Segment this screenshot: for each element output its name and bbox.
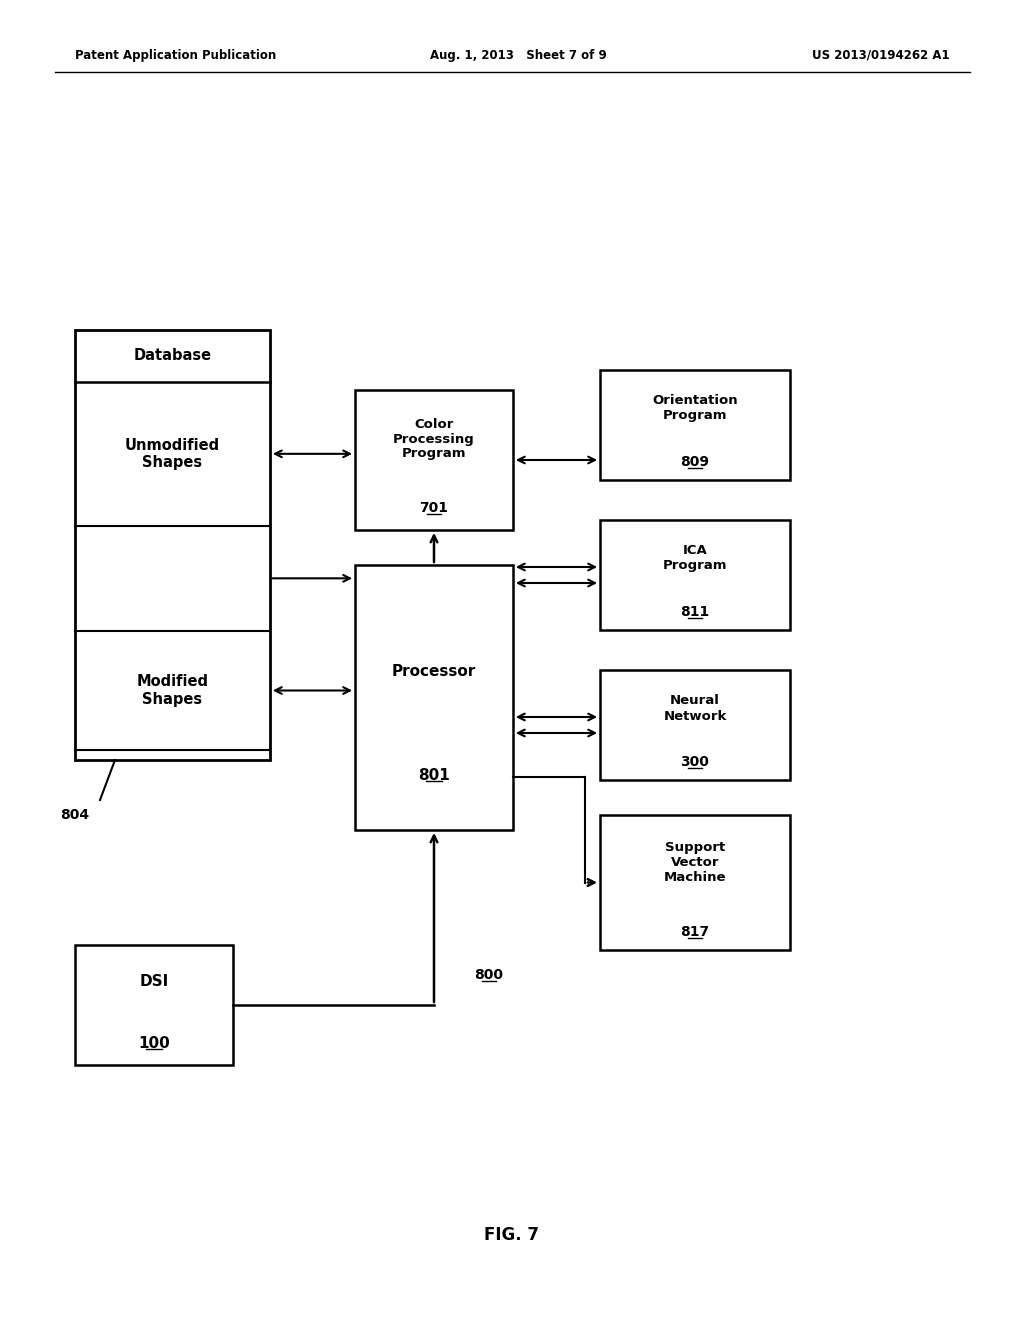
Text: US 2013/0194262 A1: US 2013/0194262 A1 [812, 49, 950, 62]
Bar [355, 565, 513, 830]
Text: 801: 801 [418, 767, 450, 783]
Text: 811: 811 [680, 605, 710, 619]
Text: Processor: Processor [392, 664, 476, 678]
Text: Orientation
Program: Orientation Program [652, 395, 738, 422]
Text: Database: Database [133, 348, 212, 363]
Text: DSI: DSI [139, 974, 169, 989]
Bar [75, 945, 233, 1065]
Text: Color
Processing
Program: Color Processing Program [393, 417, 475, 461]
Bar [600, 814, 790, 950]
Text: Neural
Network: Neural Network [664, 694, 727, 722]
Text: 300: 300 [681, 755, 710, 770]
Text: Modified
Shapes: Modified Shapes [136, 675, 209, 706]
Bar [600, 671, 790, 780]
Bar [355, 389, 513, 531]
Text: 701: 701 [420, 502, 449, 515]
Bar [75, 330, 270, 760]
Text: 804: 804 [60, 808, 89, 822]
Bar [600, 370, 790, 480]
Text: Support
Vector
Machine: Support Vector Machine [664, 841, 726, 884]
Text: 817: 817 [680, 925, 710, 939]
Text: ICA
Program: ICA Program [663, 544, 727, 573]
Bar [600, 520, 790, 630]
Text: Patent Application Publication: Patent Application Publication [75, 49, 276, 62]
Text: Aug. 1, 2013   Sheet 7 of 9: Aug. 1, 2013 Sheet 7 of 9 [430, 49, 607, 62]
Text: FIG. 7: FIG. 7 [484, 1226, 540, 1243]
Text: Unmodified
Shapes: Unmodified Shapes [125, 438, 220, 470]
Text: 809: 809 [681, 455, 710, 469]
Text: 800: 800 [474, 968, 504, 982]
Text: 100: 100 [138, 1035, 170, 1051]
